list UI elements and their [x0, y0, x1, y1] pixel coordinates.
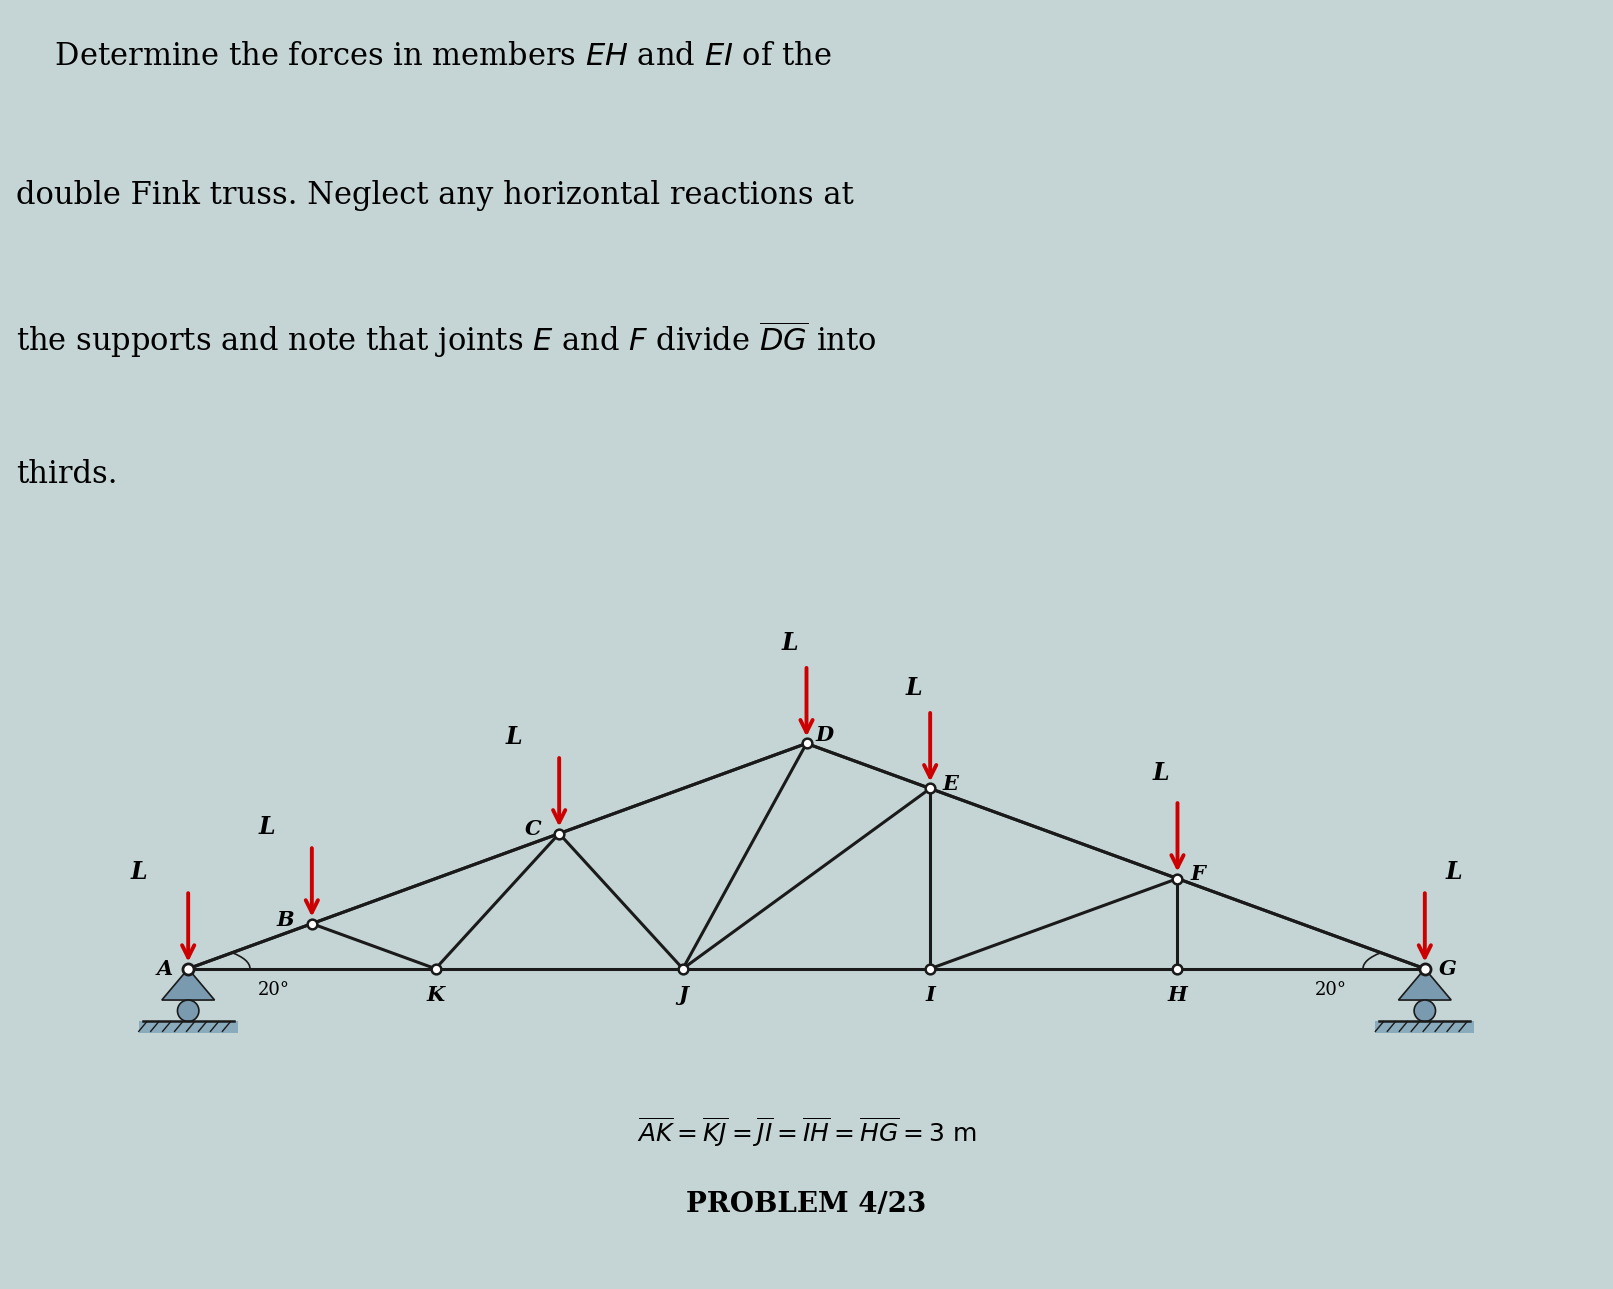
Text: L: L	[505, 724, 523, 749]
Text: L: L	[1445, 860, 1461, 884]
Text: L: L	[258, 815, 274, 839]
Text: I: I	[926, 985, 936, 1005]
Text: 20°: 20°	[258, 981, 290, 999]
Text: A: A	[156, 959, 173, 978]
Text: double Fink truss. Neglect any horizontal reactions at: double Fink truss. Neglect any horizonta…	[16, 180, 853, 211]
Text: J: J	[677, 985, 687, 1005]
Polygon shape	[161, 969, 215, 1000]
Text: B: B	[277, 910, 294, 929]
Text: C: C	[524, 820, 540, 839]
Circle shape	[177, 1000, 198, 1021]
Text: L: L	[1153, 762, 1169, 785]
Bar	[139, 1021, 237, 1032]
Text: 20°: 20°	[1315, 981, 1347, 999]
Text: L: L	[905, 677, 923, 700]
Text: L: L	[782, 632, 798, 655]
Text: E: E	[944, 775, 958, 794]
Bar	[1376, 1021, 1474, 1032]
Text: thirds.: thirds.	[16, 459, 118, 490]
Text: $\overline{\mathit{AK}} = \overline{\mathit{KJ}} = \overline{\mathit{JI}} = \ove: $\overline{\mathit{AK}} = \overline{\mat…	[637, 1115, 976, 1148]
Text: F: F	[1190, 865, 1205, 884]
Text: PROBLEM 4/23: PROBLEM 4/23	[687, 1191, 926, 1218]
Polygon shape	[1398, 969, 1452, 1000]
Text: K: K	[426, 985, 445, 1005]
Text: Determine the forces in members $\mathit{EH}$ and $\mathit{EI}$ of the: Determine the forces in members $\mathit…	[16, 41, 832, 72]
Text: the supports and note that joints $\mathit{E}$ and $\mathit{F}$ divide $\overlin: the supports and note that joints $\math…	[16, 320, 876, 360]
Text: G: G	[1439, 959, 1457, 978]
Text: L: L	[131, 860, 147, 884]
Text: D: D	[816, 726, 834, 745]
Circle shape	[1415, 1000, 1436, 1021]
Text: H: H	[1168, 985, 1187, 1005]
